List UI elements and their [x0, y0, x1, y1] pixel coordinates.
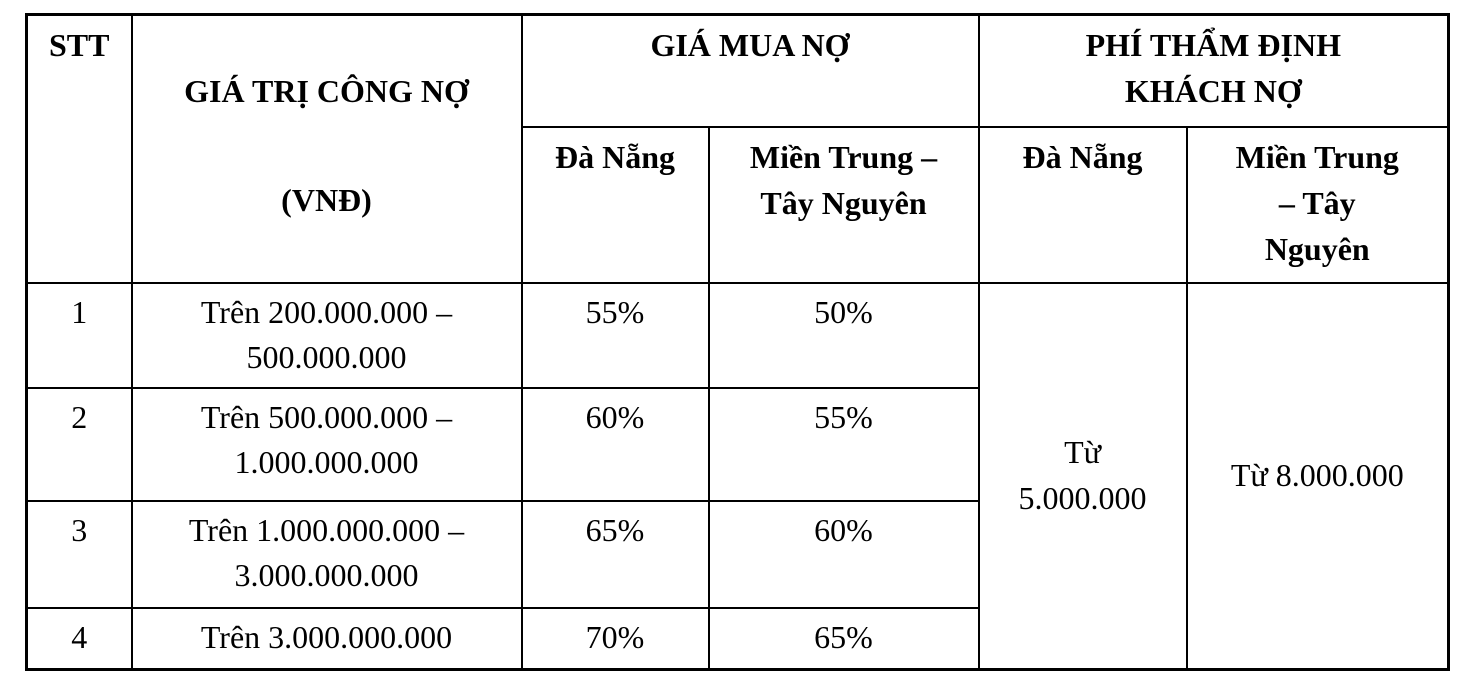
cell-purchase-danang: 60% [520, 386, 710, 502]
header-fee-danang: Đà Nẵng [977, 125, 1188, 284]
cell-purchase-danang: 65% [520, 499, 710, 609]
header-purchase-group: GIÁ MUA NỢ [520, 13, 980, 128]
cell-stt: 3 [25, 499, 133, 609]
cell-purchase-danang: 55% [520, 281, 710, 389]
table-row: 3 Trên 1.000.000.000 – 3.000.000.000 65%… [25, 499, 1449, 609]
cell-stt: 2 [25, 386, 133, 502]
cell-fee-region-merged: Từ 8.000.000 [1185, 281, 1450, 671]
header-fee-group: PHÍ THẨM ĐỊNH KHÁCH NỢ [977, 13, 1450, 128]
cell-debt-range: Trên 200.000.000 – 500.000.000 [130, 281, 523, 389]
header-stt: STT [25, 13, 133, 284]
debt-pricing-table: STT GIÁ TRỊ CÔNG NỢ (VNĐ) GIÁ MUA NỢ PHÍ… [25, 13, 1451, 671]
header-row-subcolumns: Đà Nẵng Miền Trung – Tây Nguyên Đà Nẵng … [27, 125, 1450, 284]
cell-fee-danang-merged: Từ 5.000.000 [977, 281, 1188, 671]
header-debt-value-title: GIÁ TRỊ CÔNG NỢ [184, 73, 469, 110]
header-debt-value-unit: (VNĐ) [281, 182, 372, 219]
cell-debt-range: Trên 3.000.000.000 [130, 606, 523, 671]
cell-stt: 4 [25, 606, 133, 671]
cell-debt-range: Trên 1.000.000.000 – 3.000.000.000 [130, 499, 523, 609]
cell-debt-range: Trên 500.000.000 – 1.000.000.000 [130, 386, 523, 502]
header-purchase-region: Miền Trung – Tây Nguyên [707, 125, 980, 284]
table-row: 2 Trên 500.000.000 – 1.000.000.000 60% 5… [25, 386, 1449, 502]
header-fee-region: Miền Trung – Tây Nguyên [1185, 125, 1450, 284]
cell-purchase-region: 65% [707, 606, 980, 671]
cell-purchase-region: 55% [707, 386, 980, 502]
table-row: 1 Trên 200.000.000 – 500.000.000 55% 50%… [25, 281, 1450, 671]
table-row: 4 Trên 3.000.000.000 70% 65% [25, 606, 1449, 671]
header-row-groups: STT GIÁ TRỊ CÔNG NỢ (VNĐ) GIÁ MUA NỢ PHÍ… [25, 13, 1450, 284]
cell-purchase-region: 60% [707, 499, 980, 609]
cell-purchase-region: 50% [707, 281, 980, 389]
cell-purchase-danang: 70% [520, 606, 710, 671]
header-debt-value: GIÁ TRỊ CÔNG NỢ (VNĐ) [130, 13, 523, 284]
cell-stt: 1 [25, 281, 133, 389]
header-purchase-danang: Đà Nẵng [520, 125, 710, 284]
